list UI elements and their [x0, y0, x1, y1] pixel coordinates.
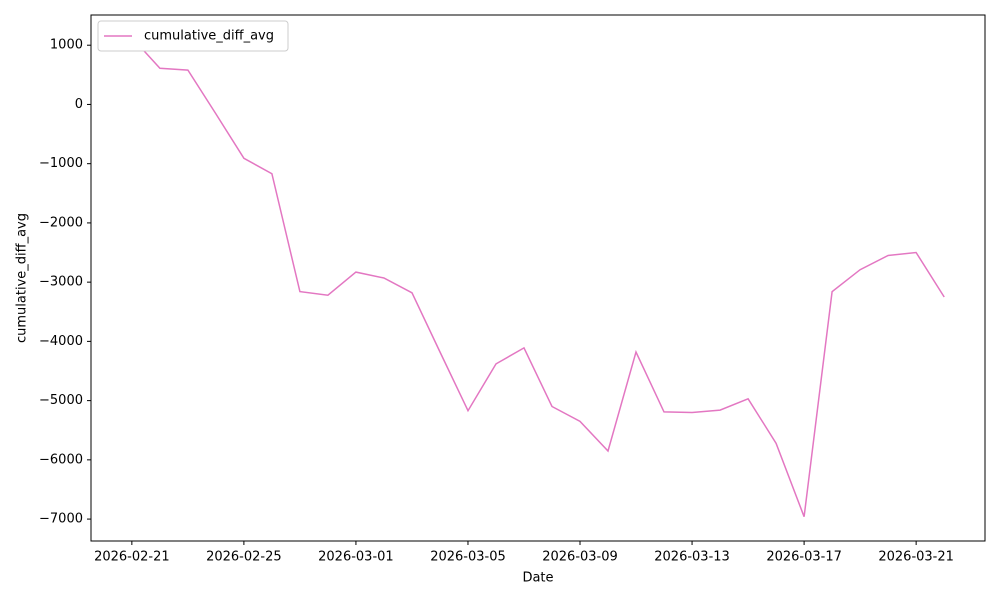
y-tick-label: −4000	[39, 334, 83, 349]
y-axis-label: cumulative_diff_avg	[15, 213, 30, 343]
x-tick-label: 2026-03-01	[318, 550, 394, 565]
x-tick-label: 2026-03-21	[878, 550, 954, 565]
legend-box	[97, 20, 289, 52]
plot-frame	[90, 14, 986, 542]
y-tick-label: −5000	[39, 393, 83, 408]
x-tick-label: 2026-03-09	[542, 550, 618, 565]
y-tick-label: −7000	[39, 512, 83, 527]
x-axis-label: Date	[522, 571, 553, 586]
y-tick-label: 1000	[50, 38, 83, 53]
y-tick-label: −3000	[39, 275, 83, 290]
legend-label: cumulative_diff_avg	[144, 29, 274, 44]
x-tick-label: 2026-02-21	[94, 550, 170, 565]
y-tick-label: −1000	[39, 156, 83, 171]
y-tick-label: −2000	[39, 215, 83, 230]
line	[131, 36, 945, 517]
x-tick-label: 2026-03-13	[654, 550, 730, 565]
x-tick-label: 2026-02-25	[206, 550, 282, 565]
y-tick-label: −6000	[39, 452, 83, 467]
x-tick-label: 2026-03-17	[766, 550, 842, 565]
x-tick-label: 2026-03-05	[430, 550, 506, 565]
y-tick-label: 0	[75, 97, 83, 112]
